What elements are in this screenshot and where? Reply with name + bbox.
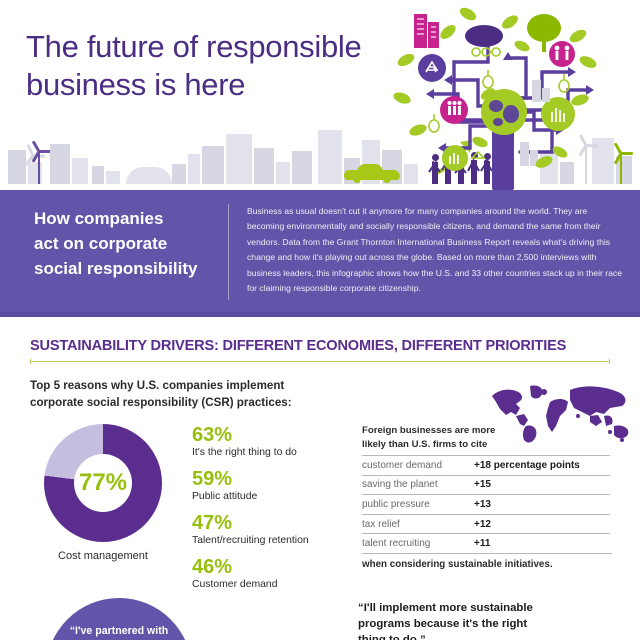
quote-circle-left: “I've partnered with charities to addres…	[46, 598, 192, 640]
quote-right-line-1: “I'll implement more sustainable	[358, 602, 533, 614]
taxi-icon	[344, 164, 400, 183]
list-item: 63% It's the right thing to do	[192, 424, 342, 460]
dome-building-shape	[126, 167, 172, 184]
stat-label: Customer demand	[192, 579, 278, 590]
quote-right-line-2: programs because it's the right	[358, 618, 528, 630]
list-item: 46% Customer demand	[192, 556, 342, 592]
table-cell-key: saving the planet	[362, 479, 438, 491]
section-lead-line-2: corporate social responsibility (CSR) pr…	[30, 395, 292, 409]
building-shape	[292, 151, 312, 184]
page-title-line-1: The future of responsible	[26, 29, 362, 64]
building-shape	[50, 144, 70, 184]
section-title: SUSTAINABILITY DRIVERS: DIFFERENT ECONOM…	[30, 338, 567, 354]
csr-reasons-list: 63% It's the right thing to do 59% Publi…	[192, 424, 342, 600]
list-item: 59% Public attitude	[192, 468, 342, 504]
table-heading-line-1: Foreign businesses are more	[362, 425, 496, 436]
section-lead: Top 5 reasons why U.S. companies impleme…	[30, 378, 360, 411]
donut-hole	[74, 454, 132, 512]
stat-value: 46%	[192, 556, 233, 578]
city-skyline	[0, 114, 640, 184]
donut-ring: 77%	[44, 424, 162, 542]
band-heading: How companies act on corporate social re…	[34, 206, 219, 281]
table-heading-line-2: likely than U.S. firms to cite	[362, 438, 488, 450]
stat-value: 47%	[192, 512, 233, 534]
band-heading-line-3: social responsibility	[34, 259, 198, 278]
band-heading-line-2: act on corporate	[34, 234, 168, 253]
table-row: tax relief +12	[362, 513, 610, 534]
building-shape	[226, 134, 252, 184]
cost-management-donut-chart: 77% Cost management	[44, 424, 184, 564]
building-shape	[254, 148, 274, 184]
building-shape	[404, 164, 418, 184]
stat-label: Public attitude	[192, 491, 258, 502]
stat-label: Talent/recruiting retention	[192, 535, 309, 546]
table-row: saving the planet +15	[362, 474, 610, 495]
building-shape	[106, 171, 120, 184]
donut-value: 77%	[78, 469, 128, 496]
building-shape	[172, 164, 186, 184]
quote-right: “I'll implement more sustainable program…	[358, 600, 588, 640]
page-title: The future of responsible business is he…	[26, 28, 416, 104]
building-shape	[8, 150, 26, 184]
building-shape	[188, 154, 200, 184]
building-shape	[318, 130, 342, 184]
person-figure	[480, 153, 493, 184]
table-cell-value: +13	[474, 498, 491, 510]
building-shape	[202, 146, 224, 184]
wind-turbine-icon	[612, 142, 633, 184]
table-cell-key: public pressure	[362, 498, 430, 510]
building-shape	[592, 138, 614, 184]
quote-left-line-1: “I've partnered with	[69, 625, 169, 637]
building-shape	[560, 162, 574, 184]
foreign-business-table: customer demand +18 percentage points sa…	[362, 455, 610, 553]
list-item: 47% Talent/recruiting retention	[192, 512, 342, 548]
table-heading: Foreign businesses are more likely than …	[362, 424, 572, 451]
band-body-text: Business as usual doesn't cut it anymore…	[247, 206, 622, 294]
page-title-line-2: business is here	[26, 67, 246, 102]
table-row: public pressure +13	[362, 494, 610, 514]
intro-band: How companies act on corporate social re…	[0, 190, 640, 316]
table-cell-key: tax relief	[362, 518, 400, 530]
band-bottom-edge	[0, 312, 640, 317]
person-figure	[428, 154, 441, 184]
table-cell-value: +11	[474, 538, 491, 550]
wind-turbine-icon	[30, 140, 51, 184]
table-cell-key: customer demand	[362, 459, 443, 471]
building-shape	[92, 166, 104, 184]
vertical-divider	[228, 204, 229, 300]
quote-right-line-3: thing to do.”	[358, 634, 426, 640]
table-row: talent recruiting +11	[362, 533, 610, 553]
table-cell-value: +15	[474, 479, 491, 491]
wind-turbine-icon	[576, 134, 599, 184]
table-footer: when considering sustainable initiatives…	[362, 553, 612, 570]
table-row: customer demand +18 percentage points	[362, 455, 610, 475]
stat-value: 63%	[192, 424, 233, 446]
csr-tree-illustration	[392, 2, 636, 190]
band-heading-line-1: How companies	[34, 209, 164, 228]
world-map-icon	[486, 382, 634, 446]
donut-caption: Cost management	[58, 550, 148, 562]
table-cell-value: +12	[474, 518, 491, 530]
section-divider	[30, 359, 610, 364]
building-shape	[72, 158, 88, 184]
hero-section: The future of responsible business is he…	[0, 0, 640, 190]
table-cell-value: +18 percentage points	[474, 459, 580, 471]
section-lead-line-1: Top 5 reasons why U.S. companies impleme…	[30, 379, 285, 392]
stat-label: It's the right thing to do	[192, 447, 297, 458]
building-shape	[276, 162, 290, 184]
table-cell-key: talent recruiting	[362, 538, 431, 550]
stat-value: 59%	[192, 468, 233, 490]
